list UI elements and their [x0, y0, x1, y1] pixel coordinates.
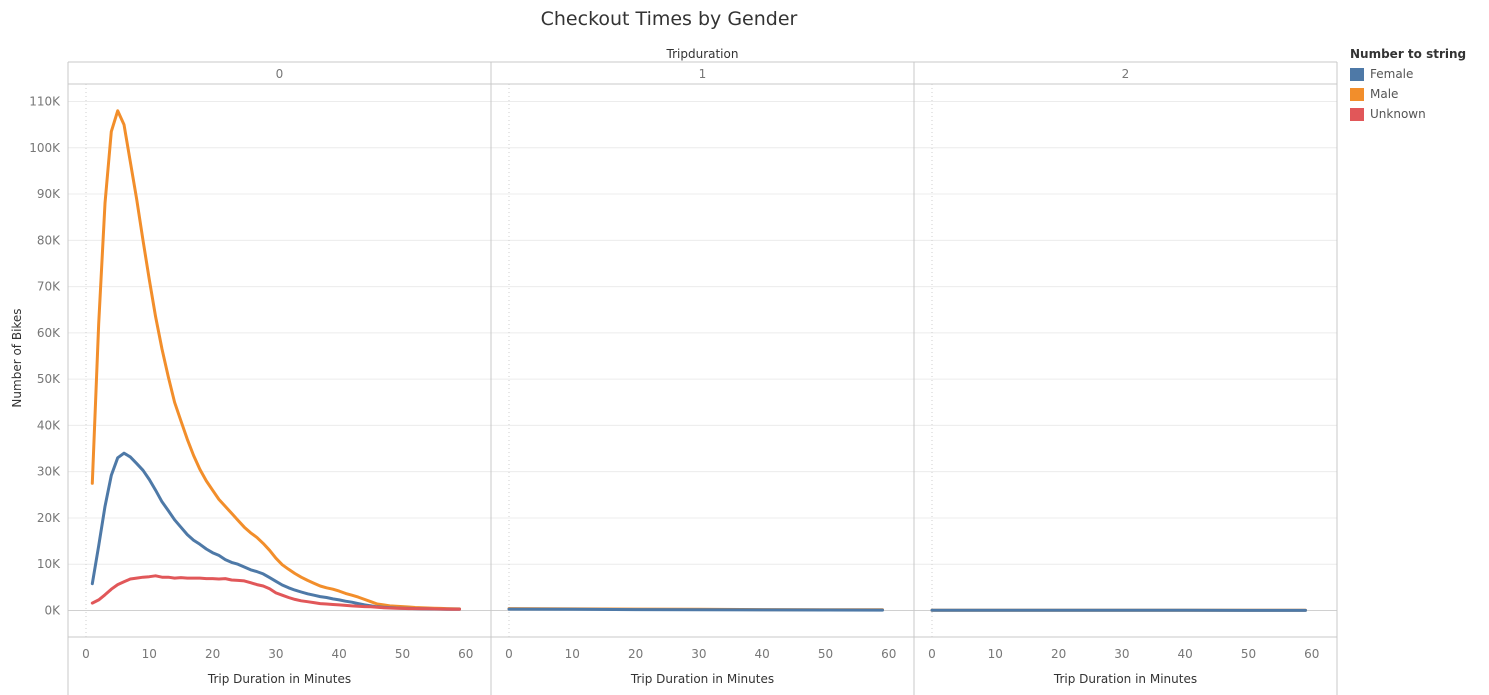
x-tick-label: 0 — [82, 647, 90, 661]
x-tick-label: 20 — [205, 647, 220, 661]
x-tick-label: 30 — [268, 647, 283, 661]
y-tick-label: 10K — [37, 557, 61, 571]
legend: Number to string Female Male Unknown — [1350, 47, 1466, 124]
legend-title: Number to string — [1350, 47, 1467, 61]
x-tick-label: 40 — [332, 647, 347, 661]
series-line-unknown-facet-0 — [90, 574, 461, 611]
x-tick-label: 50 — [818, 647, 833, 661]
x-tick-label: 30 — [1114, 647, 1129, 661]
gridlines — [68, 84, 1337, 637]
y-tick-label: 70K — [37, 280, 61, 294]
legend-label-female: Female — [1370, 67, 1414, 81]
panel-frames — [67, 61, 1338, 695]
y-axis-title: Number of Bikes — [10, 308, 24, 407]
facet-header: Tripduration — [666, 47, 739, 61]
x-tick-label: 50 — [1241, 647, 1256, 661]
x-tick-label: 50 — [395, 647, 410, 661]
x-tick-label: 40 — [755, 647, 770, 661]
axis-labels: 0K 10K 20K 30K 40K 50K 60K 70K 80K 90K 100K 110K Tri… — [10, 47, 1319, 686]
y-tick-label: 30K — [37, 465, 61, 479]
legend-item-male[interactable]: Male — [1350, 84, 1466, 104]
series-line-female-facet-1 — [507, 607, 884, 612]
x-tick-label: 20 — [628, 647, 643, 661]
series-line-female-facet-0 — [90, 451, 461, 611]
x-tick-label: 60 — [881, 647, 896, 661]
x-axis-title: Trip Duration in Minutes — [207, 672, 351, 686]
legend-item-female[interactable]: Female — [1350, 64, 1466, 84]
y-tick-label: 40K — [37, 418, 61, 432]
y-tick-label: 50K — [37, 372, 61, 386]
x-tick-label: 60 — [458, 647, 473, 661]
y-tick-label: 90K — [37, 187, 61, 201]
facet-label: 1 — [699, 67, 707, 81]
x-tick-label: 10 — [142, 647, 157, 661]
x-tick-label: 10 — [565, 647, 580, 661]
series-lines — [90, 109, 1307, 612]
x-tick-label: 30 — [691, 647, 706, 661]
x-axis-title: Trip Duration in Minutes — [1053, 672, 1197, 686]
x-axis-title: Trip Duration in Minutes — [630, 672, 774, 686]
y-tick-label: 110K — [29, 95, 61, 109]
chart-title: Checkout Times by Gender — [540, 8, 798, 30]
x-tick-label: 20 — [1051, 647, 1066, 661]
y-tick-label: 0K — [44, 604, 61, 618]
legend-label-unknown: Unknown — [1370, 107, 1426, 121]
y-tick-label: 80K — [37, 233, 61, 247]
faceted-line-chart: 0K 10K 20K 30K 40K 50K 60K 70K 80K 90K 100K 110K Tri… — [10, 47, 1338, 695]
x-tick-label: 10 — [988, 647, 1003, 661]
y-tick-label: 100K — [29, 141, 61, 155]
y-tick-label: 20K — [37, 511, 61, 525]
facet-label: 0 — [276, 67, 284, 81]
x-tick-label: 60 — [1304, 647, 1319, 661]
x-tick-label: 0 — [505, 647, 513, 661]
legend-swatch-unknown — [1350, 107, 1364, 121]
y-tick-label: 60K — [37, 326, 61, 340]
legend-label-male: Male — [1370, 87, 1399, 101]
x-tick-label: 0 — [928, 647, 936, 661]
facet-label: 2 — [1122, 67, 1130, 81]
legend-swatch-female — [1350, 67, 1364, 81]
series-line-male-facet-0 — [90, 109, 461, 611]
legend-swatch-male — [1350, 87, 1364, 101]
legend-item-unknown[interactable]: Unknown — [1350, 104, 1466, 124]
x-tick-label: 40 — [1178, 647, 1193, 661]
